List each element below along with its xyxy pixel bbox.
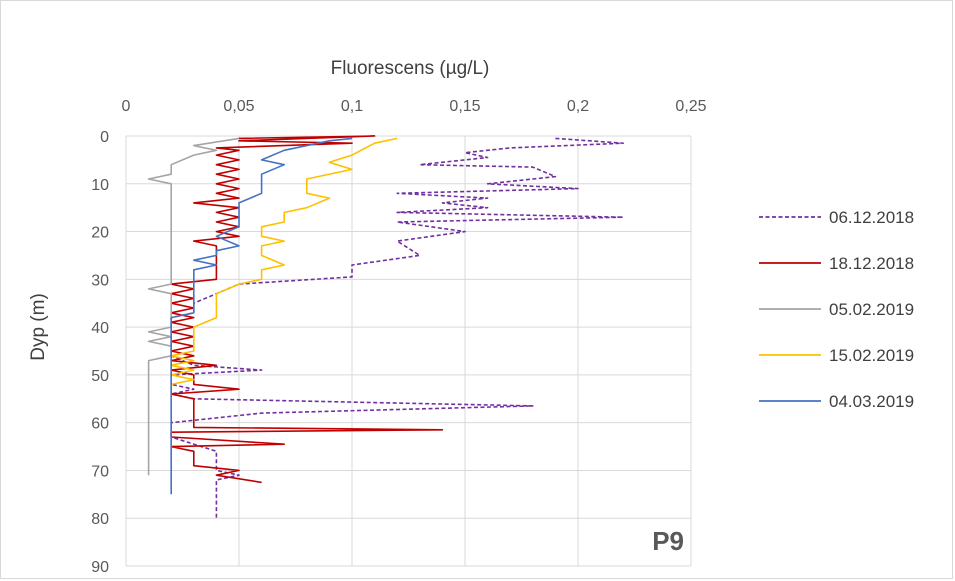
legend-label-18.12.2018: 18.12.2018: [829, 254, 914, 273]
tick-layer: 0 0,05 0,1 0,15 0,2 0,25 0 10 20 30 40 50 60 70 80 90: [91, 98, 706, 576]
y-tick-label-7: 70: [91, 463, 109, 480]
legend-label-05.02.2019: 05.02.2019: [829, 300, 914, 319]
grid-layer: [125, 135, 692, 567]
legend: 06.12.2018 18.12.2018 05.02.2019 15.02.2019…: [759, 208, 914, 411]
panel-label: P9: [652, 526, 684, 556]
legend-label-15.02.2019: 15.02.2019: [829, 346, 914, 365]
y-tick-label-2: 20: [91, 225, 109, 242]
series-layer: [147, 135, 625, 519]
x-tick-label-4: 0,2: [567, 98, 589, 115]
series-line-05.02.2019: [147, 137, 240, 476]
x-axis-title: Fluorescens (µg/L): [331, 58, 490, 79]
legend-label-06.12.2018: 06.12.2018: [829, 208, 914, 227]
y-tick-label-4: 40: [91, 320, 109, 337]
y-tick-label-3: 30: [91, 272, 109, 289]
x-tick-label-2: 0,1: [341, 98, 363, 115]
x-tick-label-1: 0,05: [223, 98, 254, 115]
y-axis-title: Dyp (m): [28, 293, 49, 361]
y-tick-label-0: 0: [100, 129, 109, 146]
y-tick-label-5: 50: [91, 368, 109, 385]
y-tick-label-1: 10: [91, 177, 109, 194]
legend-label-04.03.2019: 04.03.2019: [829, 392, 914, 411]
x-tick-label-5: 0,25: [675, 98, 706, 115]
y-tick-label-9: 90: [91, 559, 109, 576]
x-tick-label-3: 0,15: [449, 98, 480, 115]
series-line-15.02.2019: [170, 137, 398, 394]
series-line-06.12.2018: [170, 137, 625, 519]
y-tick-label-6: 60: [91, 416, 109, 433]
y-tick-label-8: 80: [91, 511, 109, 528]
series-line-04.03.2019: [170, 137, 353, 495]
x-tick-label-0: 0: [122, 98, 131, 115]
